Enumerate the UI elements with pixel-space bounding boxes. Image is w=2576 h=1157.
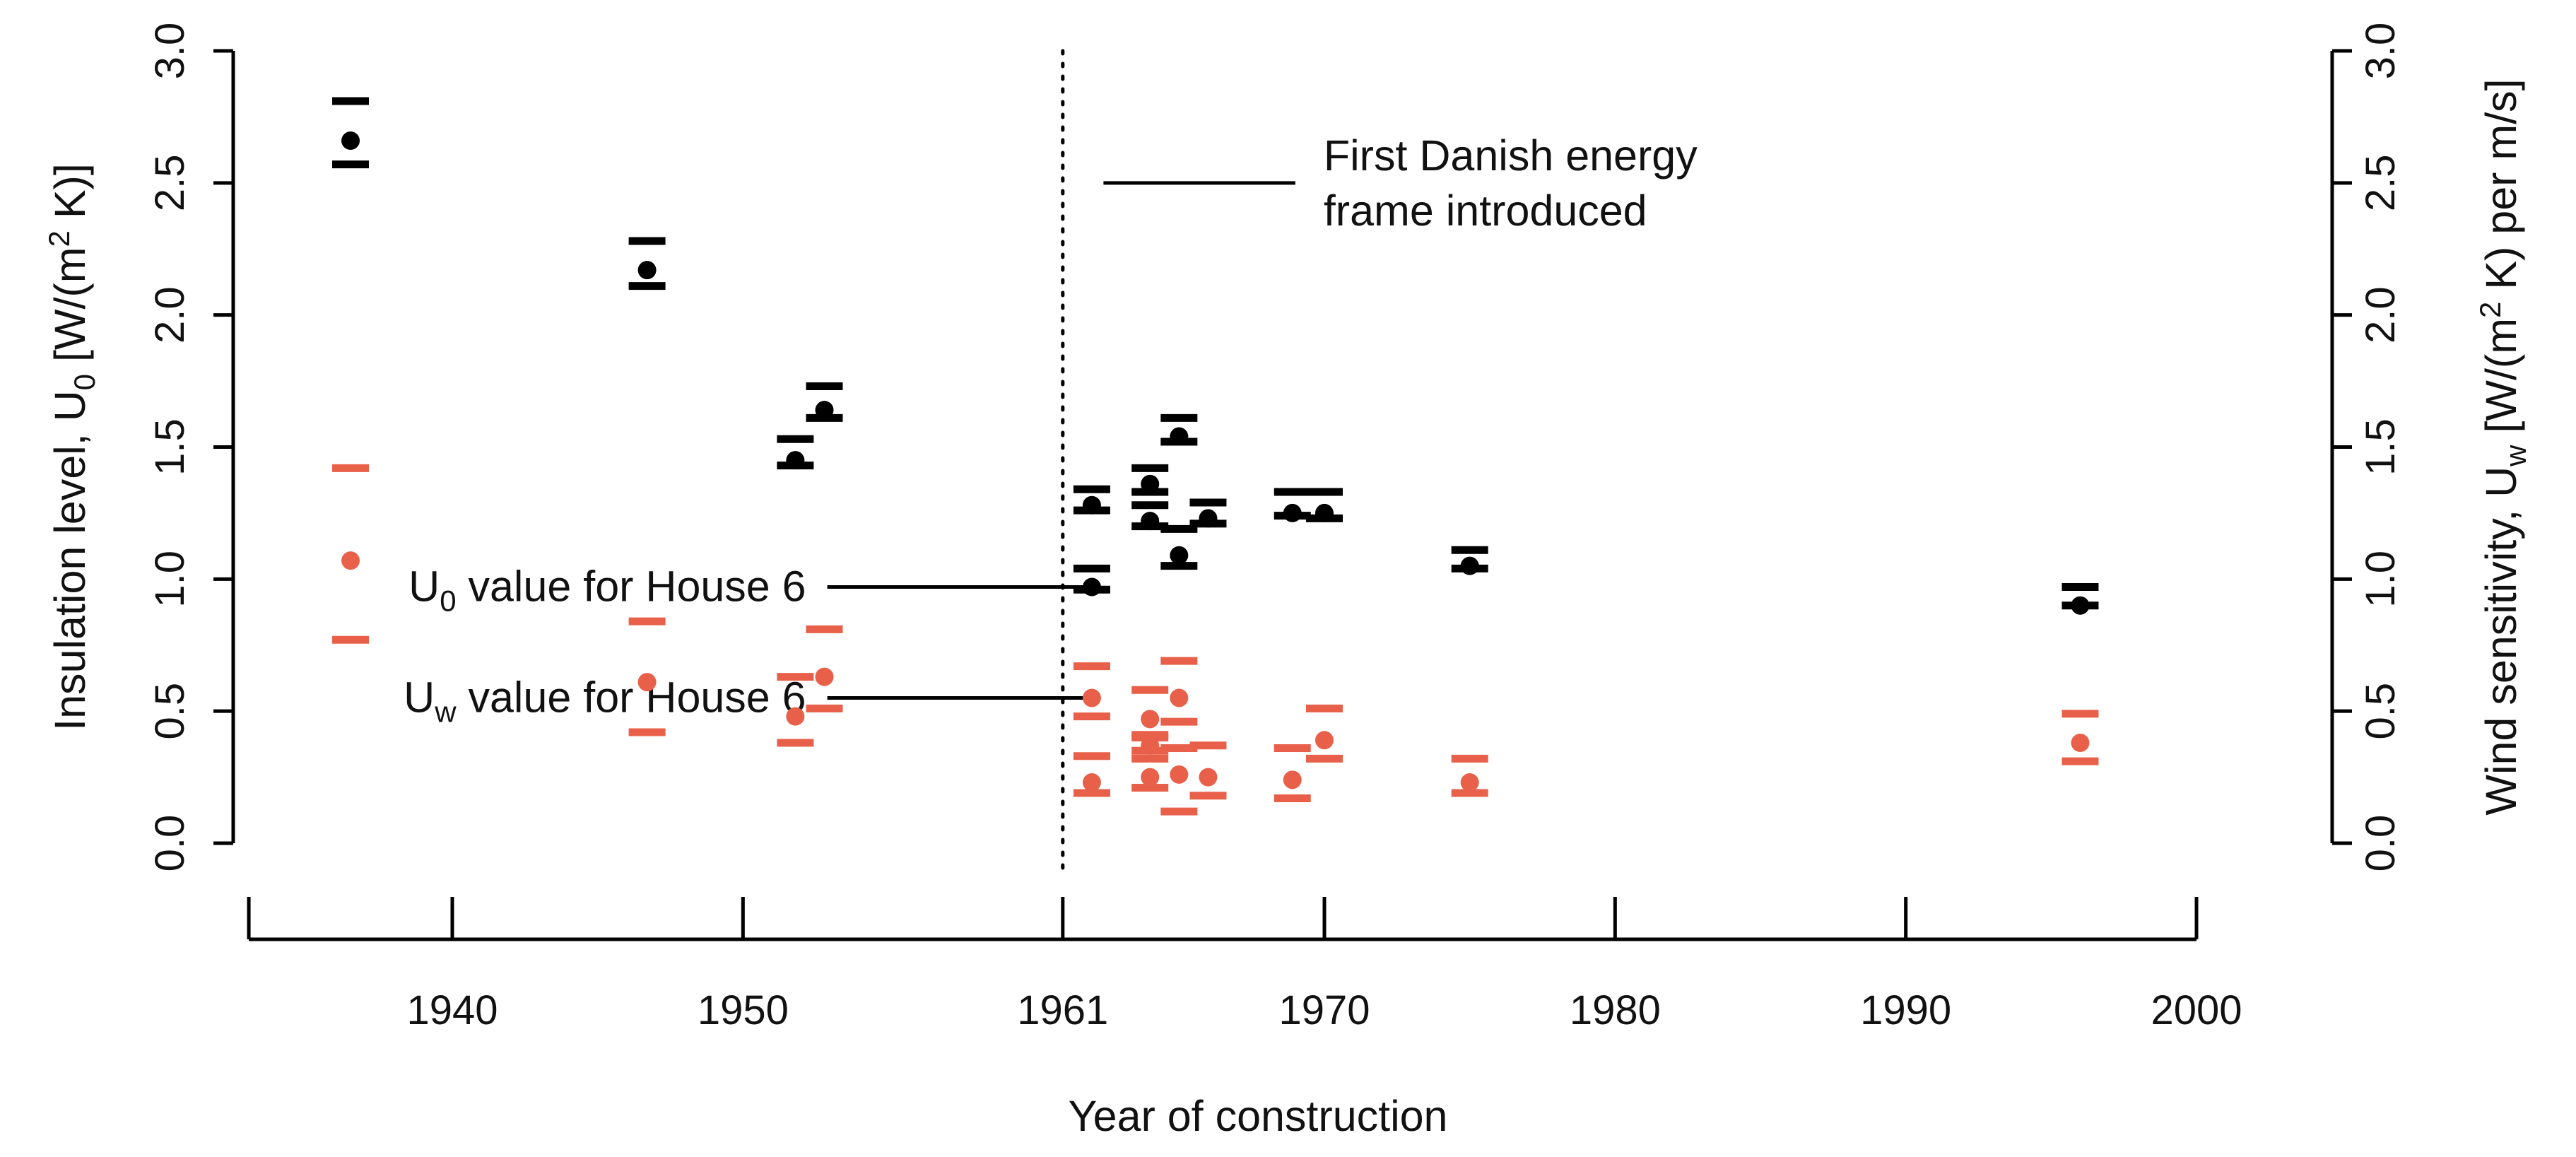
data-point-U0 [1170, 546, 1189, 565]
x-tick-label: 1940 [406, 987, 498, 1033]
data-point-U0 [1283, 503, 1302, 522]
data-point-Uw [637, 673, 657, 692]
right-y-tick-label: 0.5 [2358, 683, 2404, 740]
data-point-Uw [1170, 765, 1189, 784]
data-point-Uw [786, 707, 805, 726]
data-point-U0 [341, 131, 360, 151]
x-tick-label: 1950 [698, 987, 789, 1033]
data-point-U0 [1199, 509, 1218, 528]
data-point-U0 [1170, 427, 1189, 446]
data-point-U0 [1082, 495, 1101, 515]
data-point-U0 [1082, 577, 1101, 597]
annotation-layer: First Danish energy frame introduced U0 va… [404, 131, 1698, 729]
left-y-tick-label: 0.5 [147, 683, 193, 740]
data-point-U0 [2071, 596, 2090, 615]
data-point-Uw [1283, 770, 1302, 789]
data-point-U0 [815, 401, 834, 420]
data-point-Uw [1460, 773, 1479, 792]
x-tick-label: 1990 [1860, 987, 1951, 1033]
right-y-tick-label: 1.5 [2358, 418, 2404, 476]
right-y-tick-label: 2.0 [2358, 286, 2404, 343]
data-point-U0 [1141, 474, 1160, 493]
annotation-text-uw-house6: Uw value for House 6 [404, 673, 806, 728]
data-point-U0 [1460, 556, 1479, 575]
left-y-tick-label: 1.0 [147, 551, 193, 608]
series-layer [332, 97, 2099, 816]
x-tick-label: 2000 [2151, 987, 2242, 1033]
data-point-U0 [1315, 503, 1334, 522]
right-y-tick-label: 1.0 [2358, 551, 2404, 608]
right-y-tick-label: 0.0 [2358, 815, 2404, 872]
left-y-tick-label: 2.5 [147, 155, 193, 212]
x-axis-label: Year of construction [1069, 1092, 1448, 1140]
data-point-Uw [341, 551, 360, 570]
right-y-tick-label: 2.5 [2358, 155, 2404, 212]
x-tick-label: 1970 [1278, 987, 1370, 1033]
data-point-U0 [1141, 512, 1160, 531]
right-y-tick-label: 3.0 [2358, 23, 2404, 80]
annotation-text-u0-house6: U0 value for House 6 [408, 563, 806, 618]
axes-layer: 0.0 0.5 1.0 1.5 2.0 2.5 3.0 Insulation level, U… [42, 23, 2532, 1140]
annotation-text-energy-frame: frame introduced [1324, 187, 1647, 235]
x-tick-label: 1961 [1017, 987, 1108, 1033]
data-point-Uw [1141, 710, 1160, 729]
x-tick-label: 1980 [1570, 987, 1661, 1033]
left-y-axis-label: Insulation level, U0 [W/(m2 K)] [42, 163, 101, 731]
data-point-Uw [1082, 773, 1101, 792]
data-point-Uw [1199, 768, 1218, 787]
data-point-U0 [786, 451, 805, 470]
left-y-tick-label: 2.0 [147, 286, 193, 343]
left-y-tick-label: 1.5 [147, 418, 193, 476]
left-y-tick-label: 3.0 [147, 23, 193, 80]
data-point-Uw [1141, 768, 1160, 787]
right-y-axis-label: Wind sensitivity, Uw [W/(m2 K) per m/s] [2474, 78, 2532, 815]
series-U0 [332, 97, 2099, 615]
data-point-Uw [1141, 736, 1160, 755]
data-point-Uw [1082, 688, 1101, 707]
series-Uw [332, 464, 2099, 816]
data-point-Uw [1315, 731, 1334, 750]
data-point-Uw [815, 667, 834, 686]
left-y-tick-label: 0.0 [147, 815, 193, 872]
annotation-text-energy-frame: First Danish energy [1324, 131, 1698, 180]
data-point-Uw [1170, 688, 1189, 707]
data-point-U0 [637, 261, 657, 280]
data-point-Uw [2071, 734, 2090, 753]
